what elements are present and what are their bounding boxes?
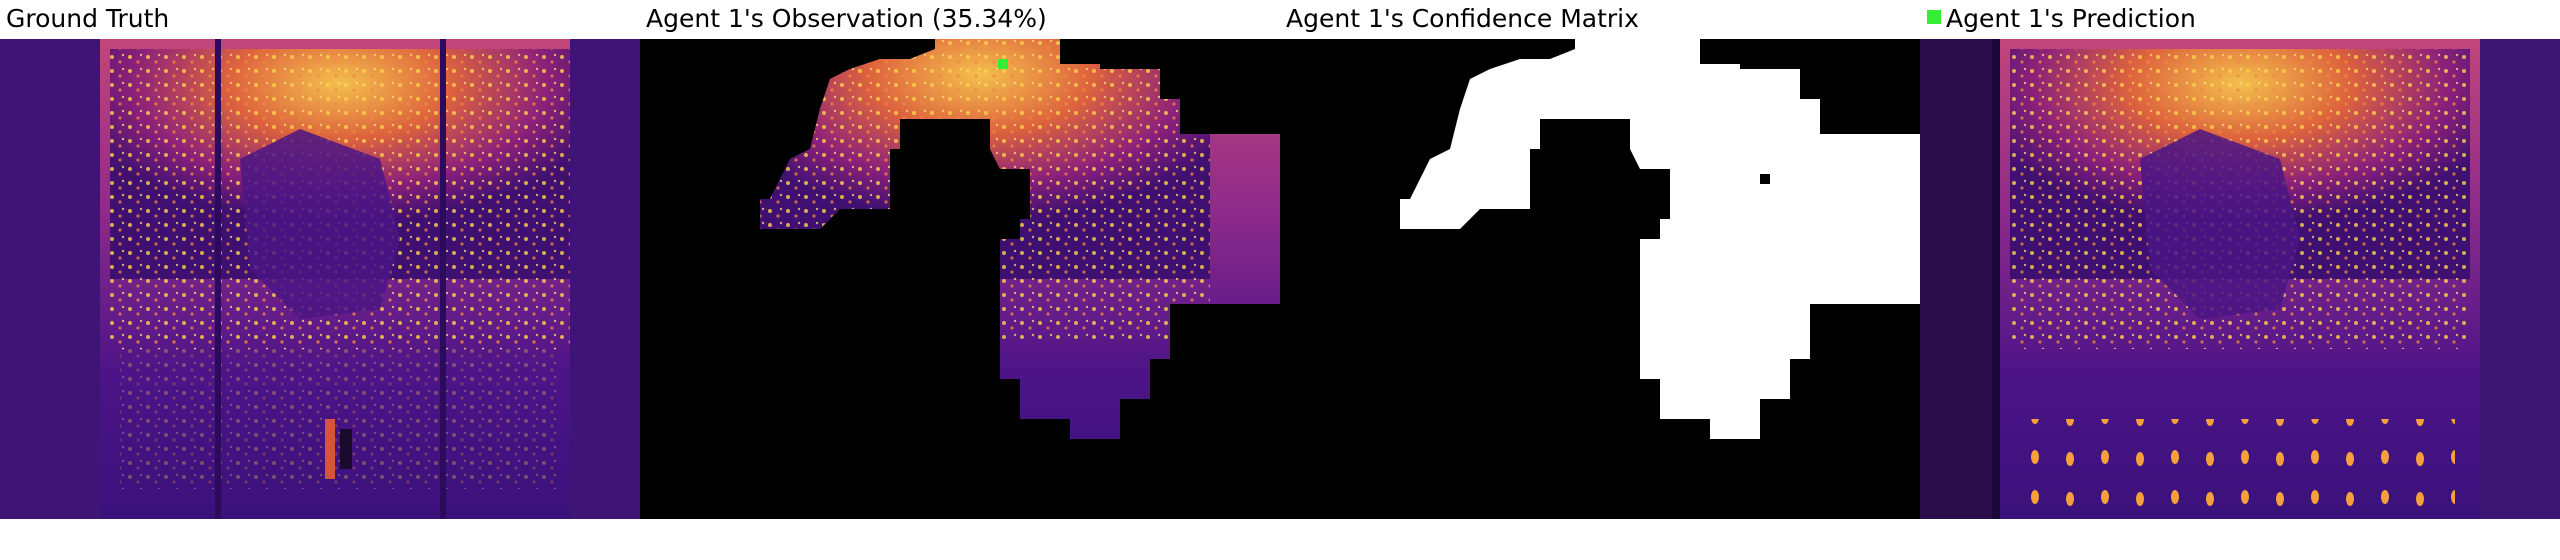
observation-image [640, 39, 1280, 519]
agent-marker-legend-icon [1927, 10, 1941, 24]
prediction-image [1920, 39, 2560, 519]
observation-title: Agent 1's Observation (35.34%) [646, 4, 1047, 33]
confidence-matrix-image [1280, 39, 1920, 519]
agent-position-marker [998, 59, 1008, 69]
prediction-title: Agent 1's Prediction [1946, 4, 2196, 33]
ground-truth-image [0, 39, 640, 519]
ground-truth-title: Ground Truth [6, 4, 170, 33]
confidence-title: Agent 1's Confidence Matrix [1286, 4, 1639, 33]
